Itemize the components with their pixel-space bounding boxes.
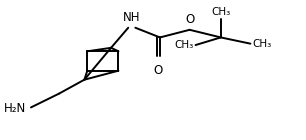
Text: O: O: [185, 13, 194, 26]
Text: CH₃: CH₃: [175, 40, 194, 50]
Text: H₂N: H₂N: [4, 102, 27, 115]
Text: CH₃: CH₃: [252, 39, 271, 49]
Text: NH: NH: [123, 10, 140, 24]
Text: CH₃: CH₃: [211, 7, 230, 17]
Text: O: O: [154, 64, 163, 77]
